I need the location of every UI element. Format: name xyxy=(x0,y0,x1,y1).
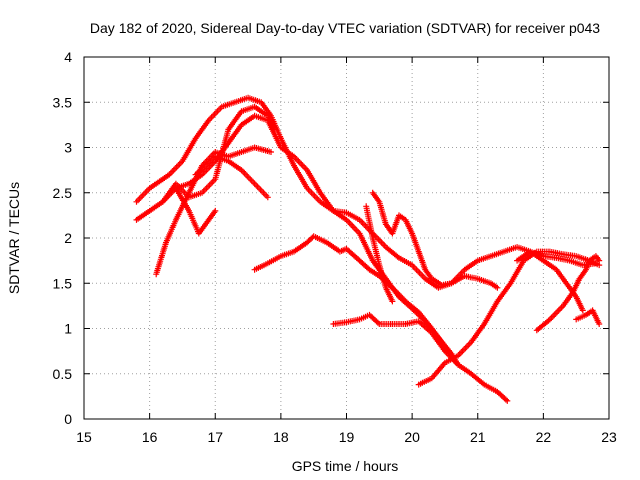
data-point-markers xyxy=(533,253,603,334)
y-tick-label: 4 xyxy=(64,49,72,65)
series-track-10 xyxy=(363,203,396,305)
series-track-4 xyxy=(159,103,278,205)
y-tick-label: 1.5 xyxy=(53,275,73,291)
y-tick-label: 2.5 xyxy=(53,185,73,201)
x-tick-label: 19 xyxy=(339,429,355,445)
series-track-14 xyxy=(573,307,603,327)
y-tick-label: 2 xyxy=(64,230,72,246)
x-tick-label: 17 xyxy=(207,429,223,445)
x-tick-label: 20 xyxy=(404,429,420,445)
series-track-11 xyxy=(415,248,603,388)
axis-ticks: 15 16 17 18 19 20 21 22 23 0 0.5 1 1.5 2 2.5 3 3.5 4 xyxy=(53,49,617,445)
x-tick-label: 23 xyxy=(601,429,617,445)
series-track-9 xyxy=(369,189,599,289)
series-track-7 xyxy=(251,233,511,404)
data-point-markers xyxy=(573,307,603,327)
data-point-markers xyxy=(251,233,511,404)
y-tick-label: 3 xyxy=(64,140,72,156)
data-point-markers xyxy=(330,311,462,368)
y-tick-label: 0 xyxy=(64,411,72,427)
data-point-markers xyxy=(369,189,599,289)
x-axis-label: GPS time / hours xyxy=(292,458,399,474)
x-tick-label: 21 xyxy=(470,429,486,445)
x-tick-label: 15 xyxy=(76,429,92,445)
y-tick-label: 1 xyxy=(64,321,72,337)
grid-lines xyxy=(84,57,609,419)
data-point-markers xyxy=(172,185,219,237)
x-tick-label: 16 xyxy=(142,429,158,445)
data-point-markers xyxy=(159,103,278,205)
data-point-markers xyxy=(363,203,396,305)
data-point-markers xyxy=(192,153,271,201)
series-track-8 xyxy=(330,311,462,368)
data-series xyxy=(133,94,603,404)
x-tick-label: 22 xyxy=(536,429,552,445)
y-tick-label: 3.5 xyxy=(53,94,73,110)
series-track-13 xyxy=(533,253,603,334)
y-axis-label: SDTVAR / TECUs xyxy=(6,182,22,294)
y-tick-label: 0.5 xyxy=(53,366,73,382)
series-track-5 xyxy=(172,185,219,237)
x-tick-label: 18 xyxy=(273,429,289,445)
chart-title: Day 182 of 2020, Sidereal Day-to-day VTE… xyxy=(90,20,600,36)
data-point-markers xyxy=(415,248,603,388)
series-track-6 xyxy=(192,153,271,201)
